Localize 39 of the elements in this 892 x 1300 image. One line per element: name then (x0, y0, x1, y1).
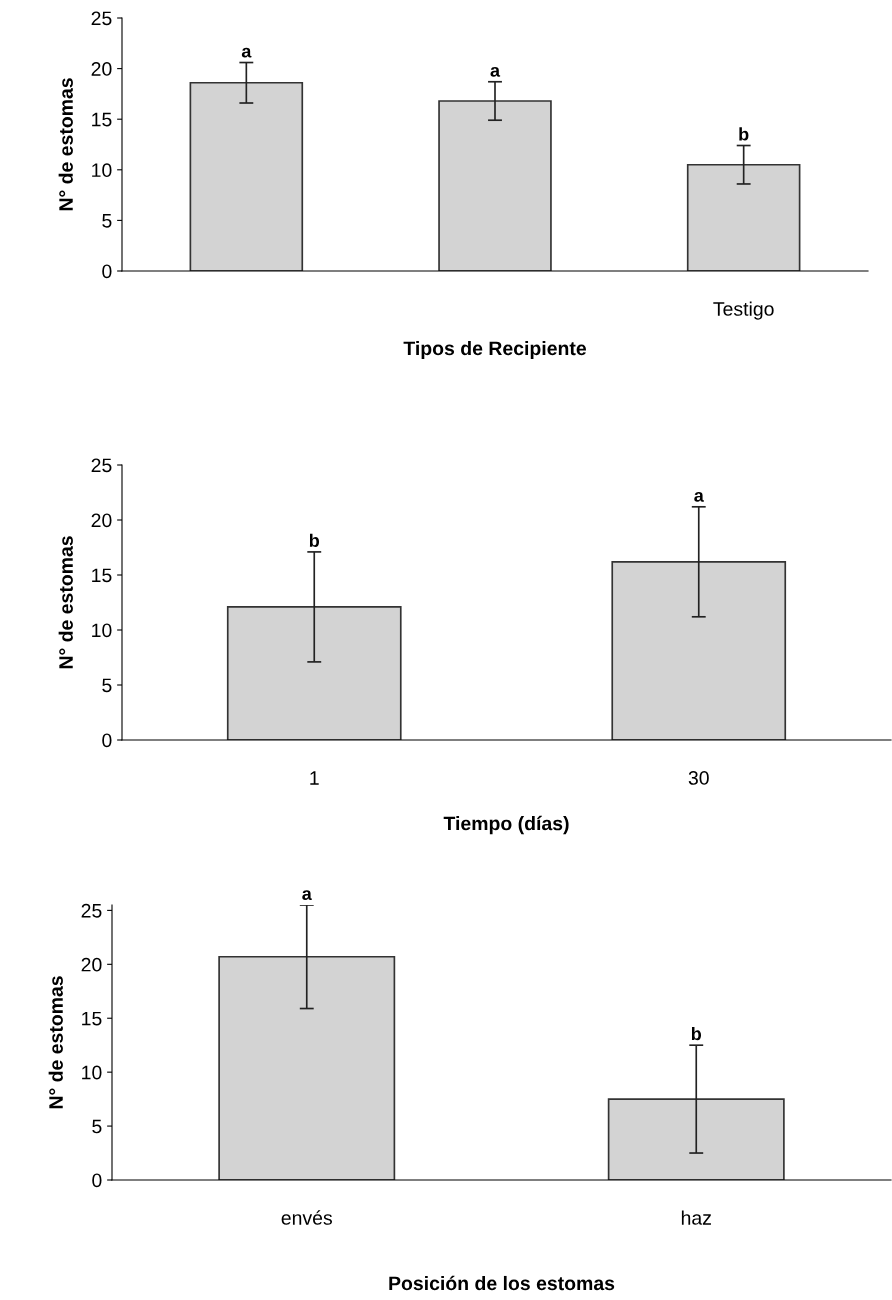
y-tick-label: 5 (92, 1119, 102, 1134)
annotation: b (691, 1026, 702, 1041)
y-tick-label: 20 (91, 62, 112, 76)
y-tick-label: 15 (92, 112, 112, 127)
bar (686, 163, 801, 271)
y-axis-title: N° de estomas (58, 536, 73, 669)
y-tick-label: 0 (102, 733, 112, 748)
x-axis-title: Tiempo (días) (443, 815, 569, 835)
x-axis-title: Tipos de Recipiente (403, 340, 587, 360)
y-tick-label: 0 (92, 1173, 102, 1188)
y-tick-label: 15 (92, 568, 112, 583)
y-tick-label: 5 (102, 214, 112, 228)
annotation: a (694, 491, 704, 502)
y-tick-label: 15 (82, 1011, 102, 1026)
x-tick-label: 30 (688, 771, 709, 785)
y-tick-label: 25 (91, 458, 112, 473)
x-axis-title: Posición de los estomas (389, 1275, 615, 1291)
annotation: b (309, 533, 320, 547)
x-tick-label: 1 (310, 771, 319, 785)
y-axis-title: N° de estomas (48, 976, 63, 1109)
bar (438, 100, 552, 271)
x-tick-label: haz (681, 1210, 711, 1225)
y-tick-label: 25 (91, 11, 112, 26)
y-tick-label: 5 (102, 678, 112, 693)
data-label: a (241, 47, 252, 58)
y-tick-label: 10 (92, 623, 112, 638)
annotation: a (302, 890, 312, 901)
data-label: b (739, 127, 749, 141)
bar (189, 81, 304, 271)
x-tick-label: envés (281, 1210, 332, 1225)
y-tick-label: 20 (91, 513, 112, 528)
y-tick-label: 10 (82, 1065, 102, 1080)
y-axis-title: N° de estomas (58, 78, 73, 211)
y-tick-label: 0 (102, 264, 112, 279)
x-tick-label: Testigo (713, 301, 774, 320)
data-label: a (490, 66, 501, 77)
y-tick-label: 20 (81, 957, 102, 972)
y-tick-label: 25 (81, 903, 102, 918)
y-tick-label: 10 (92, 163, 112, 178)
